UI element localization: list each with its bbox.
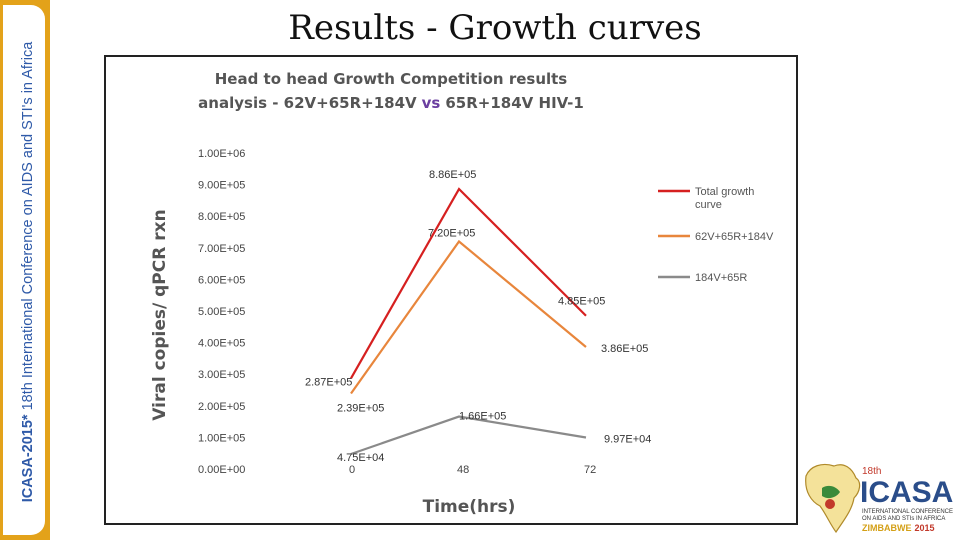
series-line (350, 239, 587, 395)
logo-dot-icon (825, 499, 835, 509)
data-label: 1.66E+05 (459, 411, 506, 423)
y-tick-label: 3.00E+05 (198, 369, 245, 381)
logo-country: ZIMBABWE (862, 523, 912, 533)
x-axis-title: Time(hrs) (423, 497, 516, 517)
data-label: 8.86E+05 (429, 169, 476, 181)
y-tick-label: 2.00E+05 (198, 401, 245, 413)
data-label: 2.87E+05 (305, 376, 352, 388)
y-tick-label: 6.00E+05 (198, 274, 245, 286)
side-banner-bold: ICASA-2015* (20, 414, 36, 503)
africa-map-icon (805, 463, 861, 534)
data-label: 4.75E+04 (337, 452, 384, 464)
series-line (350, 415, 587, 456)
chart-title-line2-post: 65R+184V HIV-1 (445, 94, 583, 112)
logo-line1: INTERNATIONAL CONFERENCE (862, 509, 953, 515)
chart-title-line2-pre: analysis - 62V+65R+184V (198, 94, 417, 112)
side-banner-text: ICASA-2015* 18th International Conferenc… (20, 42, 36, 503)
y-tick-label: 4.00E+05 (198, 338, 245, 350)
y-tick-label: 1.00E+06 (198, 148, 245, 160)
logo-superscript: 18th (862, 466, 881, 477)
side-banner: ICASA-2015* 18th International Conferenc… (0, 0, 50, 540)
x-tick-label: 0 (349, 464, 355, 476)
data-label: 7.20E+05 (428, 227, 475, 239)
y-tick-label: 7.00E+05 (198, 243, 245, 255)
x-tick-label: 72 (584, 464, 596, 476)
series-line (350, 187, 587, 379)
chart-title-line2: analysis - 62V+65R+184V vs 65R+184V HIV-1 (198, 94, 584, 112)
chart-title-line1: Head to head Growth Competition results (215, 70, 568, 88)
data-label: 3.86E+05 (601, 343, 648, 355)
y-tick-label: 9.00E+05 (198, 180, 245, 192)
logo-line2: ON AIDS AND STIs IN AFRICA (862, 516, 945, 522)
side-banner-panel (3, 5, 45, 535)
x-tick-label: 48 (457, 464, 469, 476)
y-tick-label: 8.00E+05 (198, 211, 245, 223)
y-tick-label: 5.00E+05 (198, 306, 245, 318)
chart-title-vs: vs (422, 94, 441, 112)
logo-country-year: ZIMBABWE 2015 (862, 523, 935, 533)
chart-frame: Head to head Growth Competition results … (104, 55, 798, 525)
legend-label: 62V+65R+184V (695, 231, 774, 243)
legend-label: Total growth curve (695, 186, 754, 211)
side-banner-rest: 18th International Conference on AIDS an… (20, 41, 36, 415)
x-axis-ticks: 0 48 72 (349, 464, 596, 476)
data-label: 9.97E+04 (604, 433, 651, 445)
y-axis-title: Viral copies/ qPCR rxn (150, 209, 170, 420)
icasa-logo: 18th ICASA INTERNATIONAL CONFERENCE ON A… (805, 463, 953, 534)
chart-legend: Total growth curve 62V+65R+184V 184V+65R (658, 186, 774, 284)
growth-curve-chart: Head to head Growth Competition results … (150, 70, 774, 517)
legend-label: 184V+65R (695, 272, 747, 284)
series-lines (350, 187, 587, 456)
logo-year: 2015 (915, 523, 935, 533)
logo-name: ICASA (860, 476, 953, 509)
y-tick-label: 0.00E+00 (198, 464, 245, 476)
data-label: 2.39E+05 (337, 402, 384, 414)
y-tick-label: 1.00E+05 (198, 432, 245, 444)
slide-title: Results - Growth curves (288, 8, 702, 48)
data-labels: 2.87E+05 8.86E+05 4.85E+05 2.39E+05 7.20E+05… (305, 169, 651, 464)
data-label: 4.85E+05 (558, 296, 605, 308)
zimbabwe-bird-icon (822, 485, 840, 499)
y-axis-ticks: 0.00E+00 1.00E+05 2.00E+05 3.00E+05 4.00E+05… (198, 148, 245, 476)
